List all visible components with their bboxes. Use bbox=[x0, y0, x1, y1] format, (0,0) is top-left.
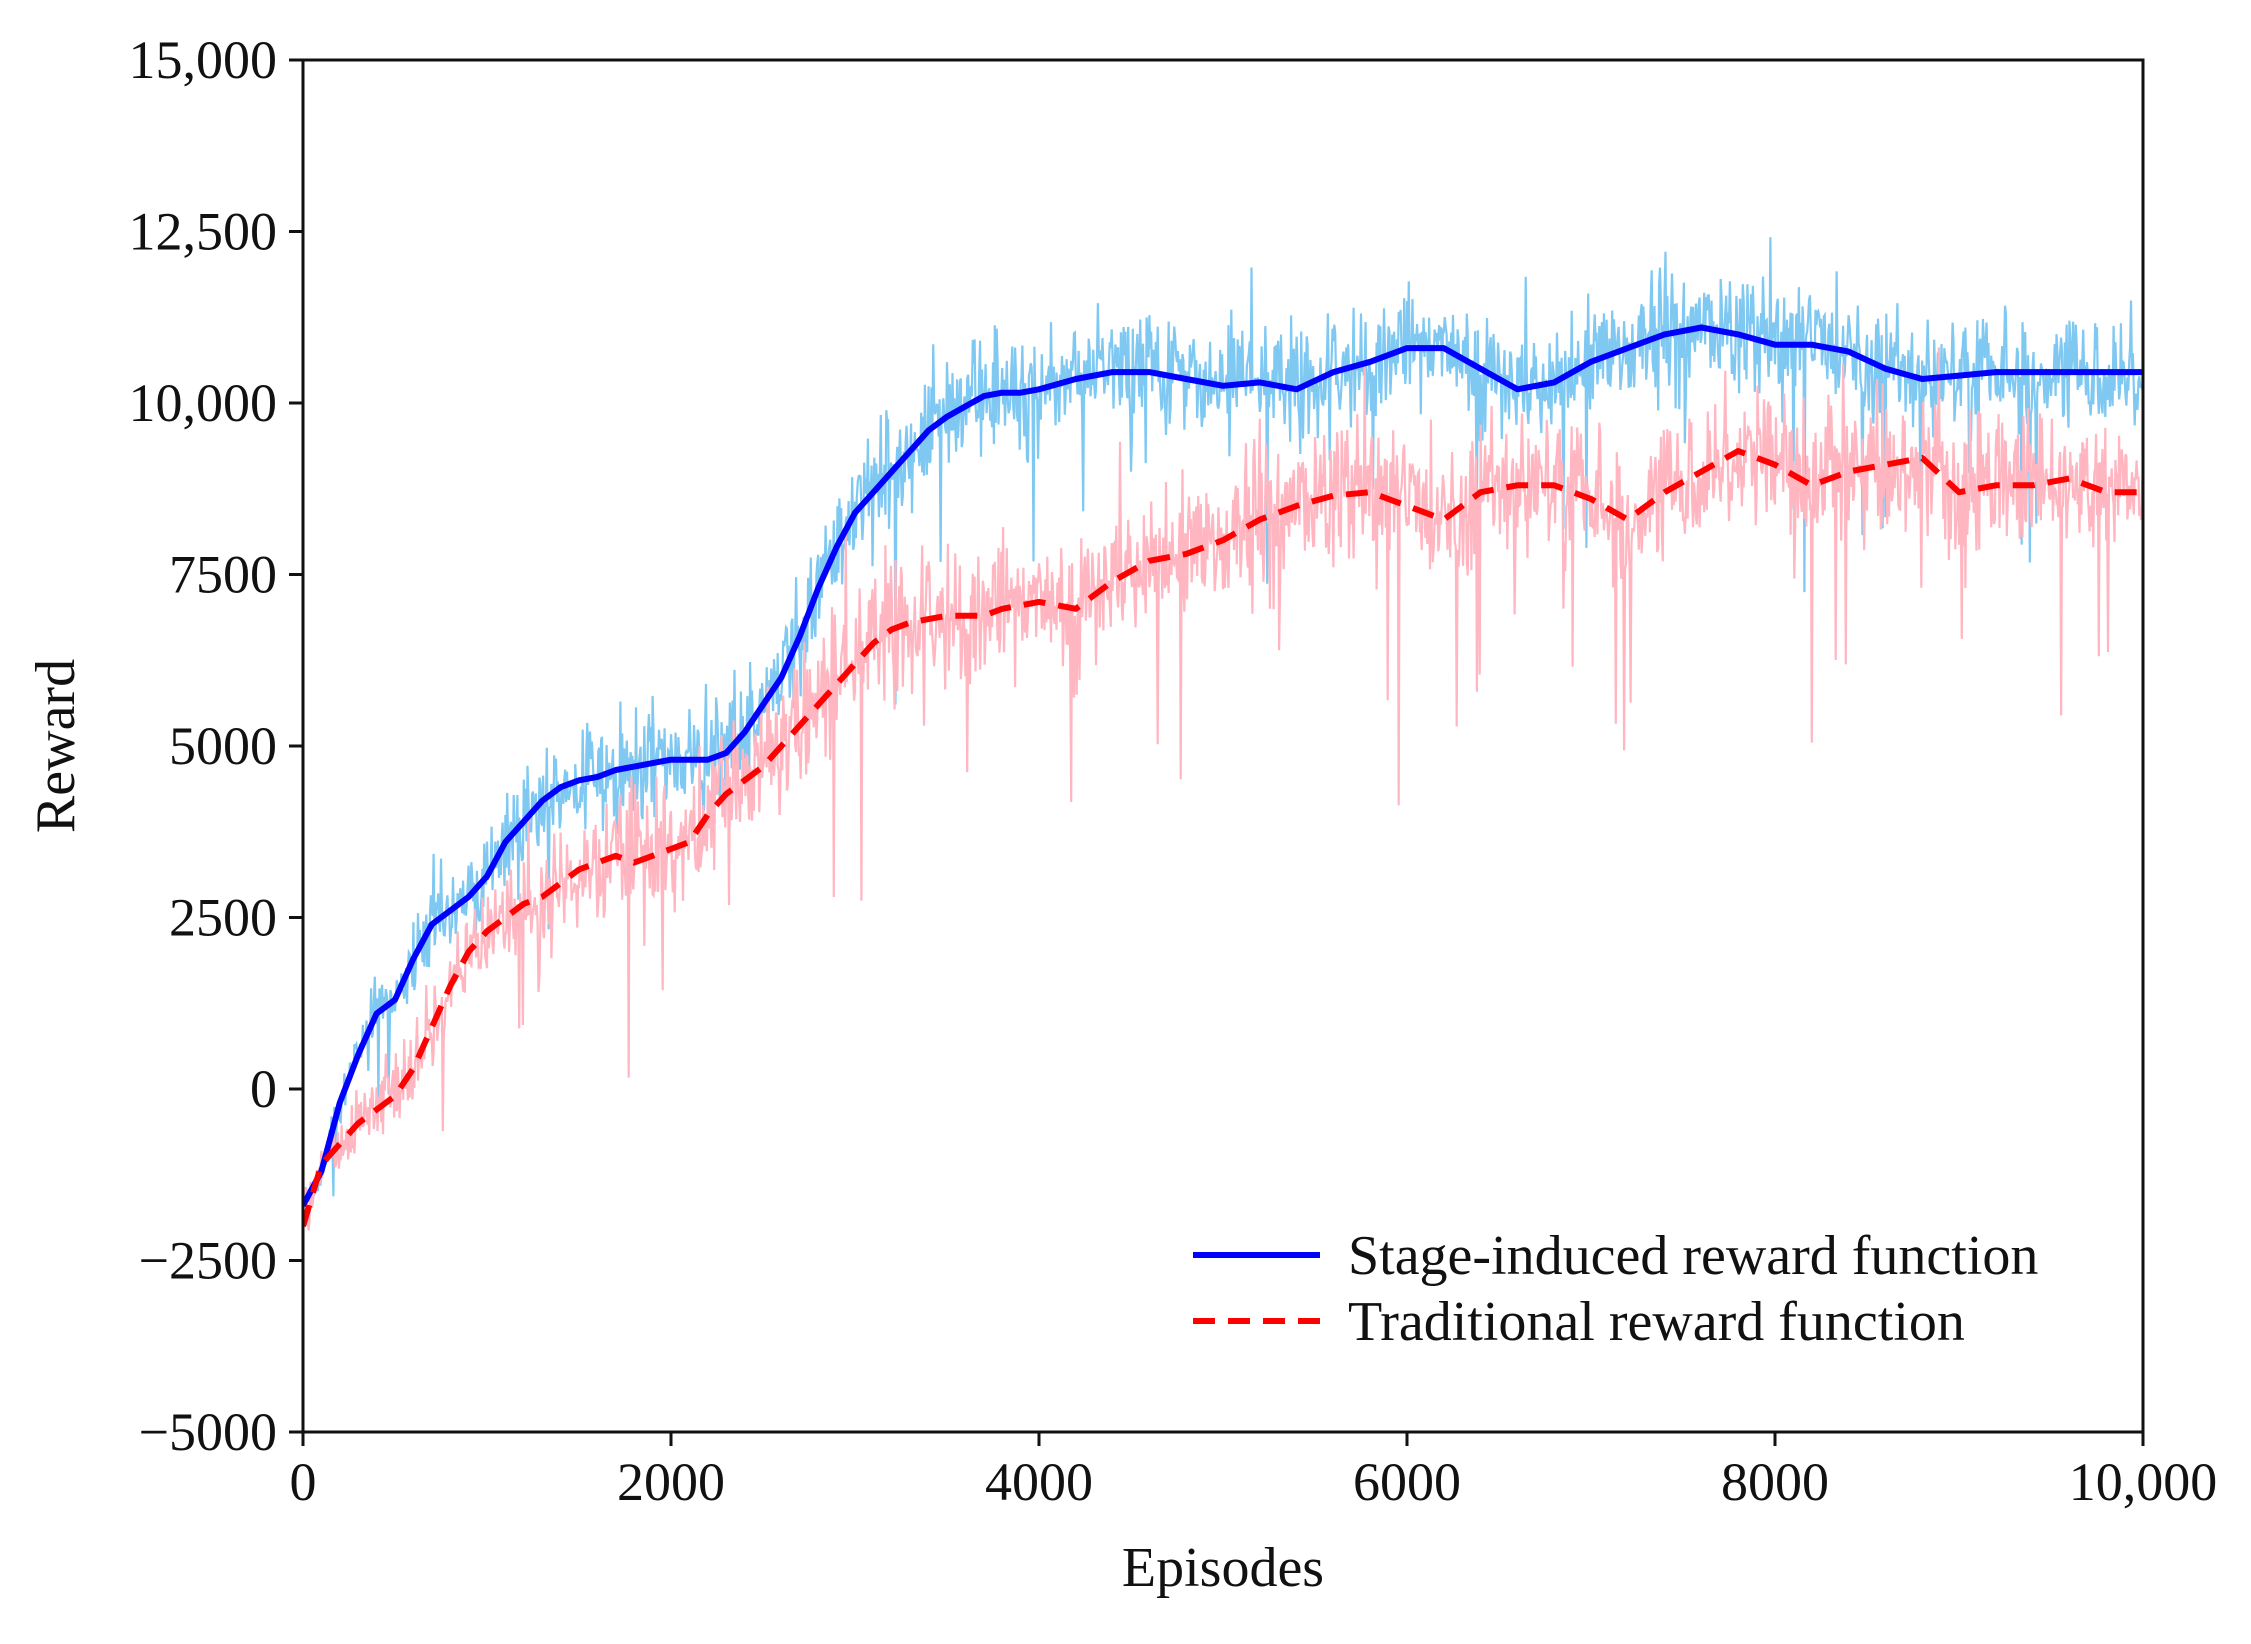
legend: Stage-induced reward function Traditiona… bbox=[1193, 1225, 2038, 1353]
y-tick-label: 7500 bbox=[169, 545, 277, 605]
x-axis-ticks: 0 2000 4000 6000 8000 10,000 bbox=[290, 1432, 2218, 1512]
x-tick-label: 2000 bbox=[617, 1452, 725, 1512]
series-line-1 bbox=[303, 448, 2143, 1228]
legend-label-traditional: Traditional reward function bbox=[1348, 1291, 1965, 1353]
y-tick-label: −5000 bbox=[139, 1402, 277, 1462]
y-tick-label: 2500 bbox=[169, 888, 277, 948]
y-tick-label: −2500 bbox=[139, 1231, 277, 1291]
x-axis-title: Episodes bbox=[1122, 1537, 1324, 1599]
x-tick-label: 0 bbox=[290, 1452, 317, 1512]
y-tick-label: 10,000 bbox=[129, 373, 278, 433]
raw-reward-trace-1 bbox=[303, 347, 2143, 1231]
y-axis-ticks: −5000 −2500 0 2500 5000 7500 10,000 12,500 15,00… bbox=[129, 30, 303, 1462]
y-tick-label: 15,000 bbox=[129, 30, 278, 90]
legend-label-stage-induced: Stage-induced reward function bbox=[1348, 1225, 2038, 1287]
series-line-0 bbox=[303, 324, 2143, 1208]
x-tick-label: 4000 bbox=[985, 1452, 1093, 1512]
smoothed-reward-layer bbox=[303, 324, 2143, 1228]
x-tick-label: 8000 bbox=[1721, 1452, 1829, 1512]
y-axis-title: Reward bbox=[25, 659, 87, 833]
y-tick-label: 0 bbox=[250, 1059, 277, 1119]
y-tick-label: 12,500 bbox=[129, 202, 278, 262]
x-tick-label: 10,000 bbox=[2069, 1452, 2218, 1512]
y-tick-label: 5000 bbox=[169, 716, 277, 776]
x-tick-label: 6000 bbox=[1353, 1452, 1461, 1512]
